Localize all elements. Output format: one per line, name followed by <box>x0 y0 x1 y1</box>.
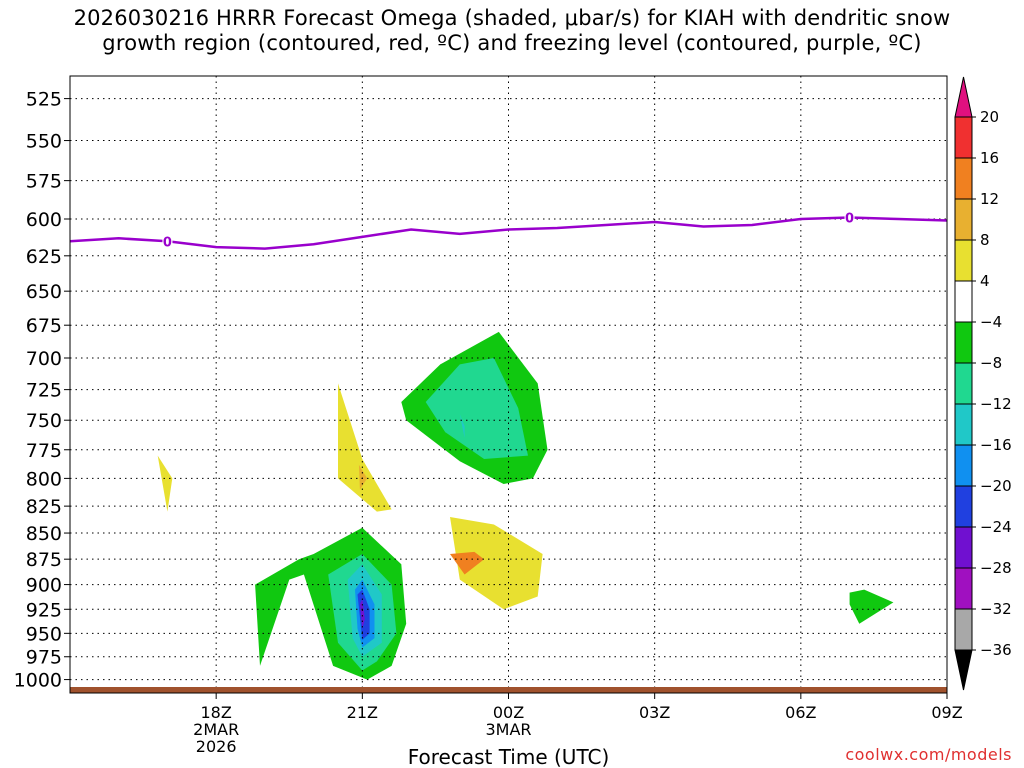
y-tick-label-650: 650 <box>26 281 62 303</box>
y-tick-label-750: 750 <box>26 410 62 432</box>
x-tick-label-2-0: 00Z <box>493 703 524 722</box>
ground-strip <box>70 687 947 693</box>
colorbar-band-8 <box>954 444 973 487</box>
y-tick-label-925: 925 <box>26 599 62 621</box>
colorbar-band-0 <box>954 116 973 159</box>
y-tick-label-950: 950 <box>26 623 62 645</box>
y-tick-label-900: 900 <box>26 575 62 597</box>
y-tick-label-700: 700 <box>26 348 62 370</box>
y-tick-label-675: 675 <box>26 315 62 337</box>
y-tick-label-775: 775 <box>26 440 62 462</box>
freezing-level-label-1: 0 <box>845 211 854 226</box>
colorbar-band-5 <box>954 321 973 364</box>
x-tick-label-1-0: 21Z <box>347 703 378 722</box>
colorbar-band-6 <box>954 362 973 405</box>
y-tick-label-800: 800 <box>26 468 62 490</box>
x-axis-title: Forecast Time (UTC) <box>408 745 610 768</box>
colorbar-band-4 <box>954 280 973 323</box>
colorbar-band-10 <box>954 526 973 569</box>
colorbar-label-11: −28 <box>980 559 1012 577</box>
colorbar-label-0: 20 <box>980 108 999 126</box>
y-tick-label-825: 825 <box>26 496 62 518</box>
colorbar-band-9 <box>954 485 973 528</box>
x-tick-label-2-1: 3MAR <box>485 720 531 739</box>
omega-region-ascent-upper-core <box>425 358 528 459</box>
y-tick-label-975: 975 <box>26 647 62 669</box>
credit-link[interactable]: coolwx.com/models <box>845 745 1012 764</box>
chart-title-line2: growth region (contoured, red, ºC) and f… <box>102 31 922 55</box>
y-tick-label-850: 850 <box>26 523 62 545</box>
y-tick-label-625: 625 <box>26 246 62 268</box>
omega-region-ascent-right <box>849 589 894 624</box>
colorbar-band-11 <box>954 567 973 610</box>
x-tick-label-3-0: 03Z <box>639 703 670 722</box>
omega-region-ascent-main-5 <box>359 599 365 629</box>
colorbar-label-12: −32 <box>980 600 1012 618</box>
y-tick-label-1000: 1000 <box>14 670 62 692</box>
x-tick-label-0-1: 2MAR <box>193 720 239 739</box>
colorbar-label-5: −4 <box>980 313 1002 331</box>
y-tick-label-600: 600 <box>26 209 62 231</box>
colorbar-band-12 <box>954 608 973 651</box>
colorbar-label-4: 4 <box>980 272 990 290</box>
colorbar-label-13: −36 <box>980 641 1012 659</box>
y-tick-label-550: 550 <box>26 131 62 153</box>
colorbar-label-7: −12 <box>980 395 1012 413</box>
omega-region-warm-column-tall <box>338 383 392 512</box>
x-tick-label-0-0: 18Z <box>201 703 232 722</box>
y-tick-label-725: 725 <box>26 380 62 402</box>
x-tick-label-5-0: 09Z <box>931 703 962 722</box>
freezing-level-label-0: 0 <box>163 235 172 250</box>
colorbar-label-9: −20 <box>980 477 1012 495</box>
y-tick-label-875: 875 <box>26 549 62 571</box>
freezing-level-line <box>69 216 948 250</box>
plot-frame <box>69 75 948 694</box>
colorbar-label-2: 12 <box>980 190 999 208</box>
colorbar-band-2 <box>954 198 973 241</box>
omega-region-warm-left <box>157 455 173 512</box>
colorbar-label-6: −8 <box>980 354 1002 372</box>
colorbar-bottom-triangle <box>954 649 973 691</box>
freezing-level-label-bg-0 <box>162 233 173 250</box>
y-tick-label-525: 525 <box>26 89 62 111</box>
x-tick-label-4-0: 06Z <box>785 703 816 722</box>
colorbar-band-7 <box>954 403 973 446</box>
freezing-level-label-bg-1 <box>844 209 855 226</box>
x-tick-label-0-2: 2026 <box>196 737 237 756</box>
colorbar-top-triangle <box>954 76 973 118</box>
omega-region-warm-column-core <box>358 464 368 490</box>
colorbar-label-10: −24 <box>980 518 1012 536</box>
colorbar-label-8: −16 <box>980 436 1012 454</box>
y-tick-label-575: 575 <box>26 171 62 193</box>
omega-region-warm-lower-core <box>450 551 485 575</box>
omega-region-warm-lower <box>450 517 543 610</box>
colorbar-band-3 <box>954 239 973 282</box>
colorbar-band-1 <box>954 157 973 200</box>
chart-title-line1: 2026030216 HRRR Forecast Omega (shaded, … <box>73 6 951 30</box>
colorbar-label-3: 8 <box>980 231 990 249</box>
colorbar-label-1: 16 <box>980 149 999 167</box>
